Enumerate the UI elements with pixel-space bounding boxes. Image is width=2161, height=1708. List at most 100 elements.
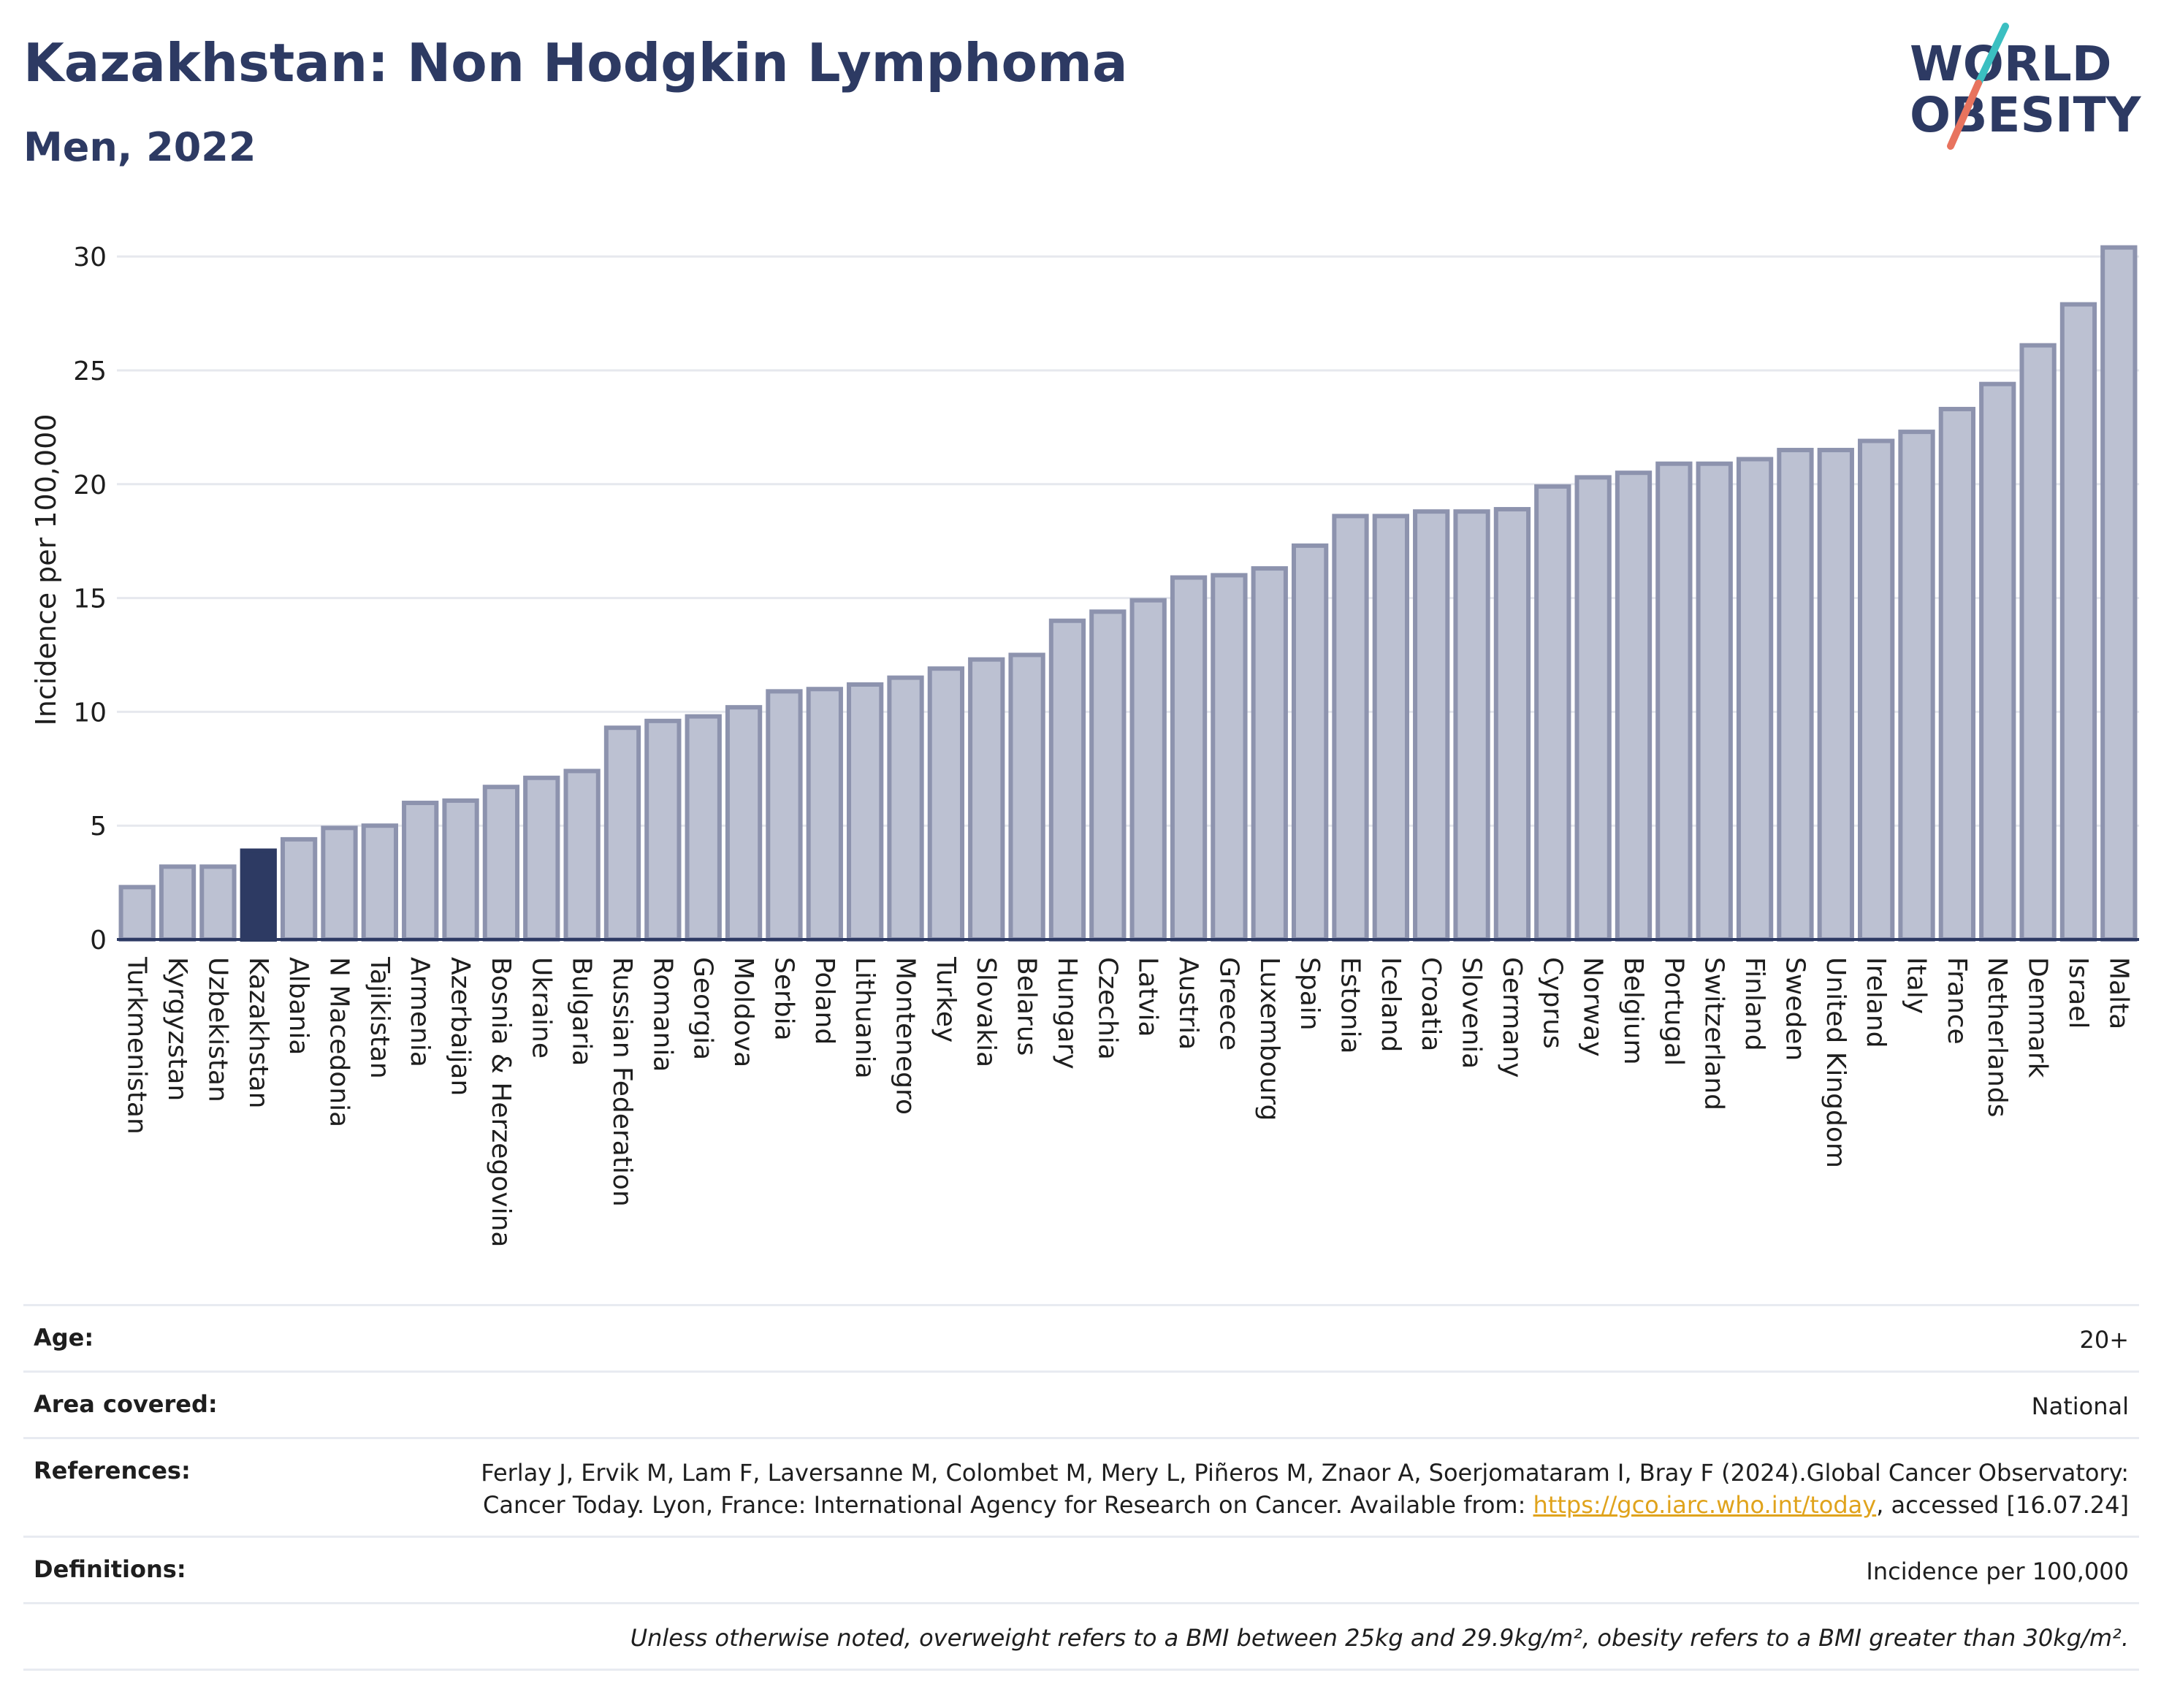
x-tick-label: Spain bbox=[1295, 957, 1325, 1031]
definitions-label: Definitions: bbox=[34, 1555, 186, 1583]
x-tick-label: Malta bbox=[2103, 957, 2133, 1029]
x-tick-label: Latvia bbox=[1133, 957, 1163, 1037]
x-tick-label: Norway bbox=[1578, 957, 1608, 1057]
x-tick-label: Kyrgyzstan bbox=[162, 957, 192, 1101]
x-tick-label: Moldova bbox=[728, 957, 758, 1067]
x-tick-label: Azerbaijan bbox=[446, 957, 476, 1096]
page-subtitle: Men, 2022 bbox=[23, 124, 256, 170]
x-tick-label: Turkmenistan bbox=[122, 956, 152, 1135]
info-row-references: References: Ferlay J, Ervik M, Lam F, La… bbox=[23, 1439, 2139, 1538]
references-value: Ferlay J, Ervik M, Lam F, Laversanne M, … bbox=[449, 1457, 2129, 1521]
info-row-definitions: Definitions: Incidence per 100,000 bbox=[23, 1538, 2139, 1604]
logo-text-world: WORLD bbox=[1910, 36, 2112, 92]
x-tick-label: Austria bbox=[1173, 957, 1203, 1050]
y-tick-label: 0 bbox=[90, 926, 107, 956]
y-tick-label: 15 bbox=[73, 584, 107, 614]
bar-bulgaria bbox=[563, 769, 601, 942]
x-tick-label: Luxembourg bbox=[1254, 957, 1284, 1121]
y-tick-label: 5 bbox=[90, 812, 107, 842]
bar-norway bbox=[1574, 475, 1612, 942]
bar-montenegro bbox=[887, 675, 924, 942]
bar-slovakia bbox=[968, 657, 1005, 942]
bar-denmark bbox=[2019, 343, 2057, 942]
bar-estonia bbox=[1332, 514, 1369, 942]
x-tick-label: Germany bbox=[1497, 957, 1527, 1078]
bar-germany bbox=[1493, 507, 1531, 942]
x-tick-label: Serbia bbox=[769, 957, 799, 1041]
x-tick-label: Iceland bbox=[1376, 957, 1406, 1052]
x-tick-label: Uzbekistan bbox=[202, 957, 232, 1102]
info-row-age: Age: 20+ bbox=[23, 1306, 2139, 1373]
references-label: References: bbox=[34, 1457, 191, 1484]
bar-kyrgyzstan bbox=[159, 864, 197, 942]
x-tick-label: Belgium bbox=[1618, 957, 1648, 1065]
bar-romania bbox=[644, 718, 682, 942]
area-label: Area covered: bbox=[34, 1390, 218, 1418]
x-tick-label: Denmark bbox=[2023, 957, 2053, 1078]
bar-albania bbox=[280, 836, 318, 942]
x-tick-label: Armenia bbox=[405, 957, 435, 1067]
page-title: Kazakhstan: Non Hodgkin Lymphoma bbox=[23, 32, 1128, 94]
bar-malta bbox=[2100, 245, 2138, 942]
x-tick-label: Finland bbox=[1739, 957, 1769, 1051]
x-tick-label: Georgia bbox=[688, 957, 718, 1060]
bar-azerbaijan bbox=[442, 798, 479, 942]
bar-belarus bbox=[1008, 652, 1045, 942]
x-tick-label: Slovakia bbox=[971, 957, 1001, 1067]
bar-israel bbox=[2059, 302, 2097, 942]
bar-chart: 0 5 10 15 20 25 30 Turkmenistan Kyrgyzstan Uzbek… bbox=[30, 243, 2139, 1247]
x-tick-label: Romania bbox=[647, 957, 677, 1072]
bar-bosnia-herzegovina bbox=[482, 785, 520, 942]
world-obesity-logo: WORLD OBESITY bbox=[1910, 23, 2142, 150]
bar-n-macedonia bbox=[321, 826, 358, 942]
y-tick-label: 30 bbox=[73, 243, 107, 272]
bar-moldova bbox=[725, 705, 763, 942]
info-row-note: Unless otherwise noted, overweight refer… bbox=[23, 1604, 2139, 1671]
bar-lithuania bbox=[847, 682, 884, 942]
bar-italy bbox=[1898, 430, 1935, 942]
bar-turkmenistan bbox=[118, 885, 156, 942]
x-tick-label: France bbox=[1942, 957, 1972, 1045]
bar-croatia bbox=[1413, 509, 1450, 942]
x-tick-labels: Turkmenistan Kyrgyzstan Uzbekistan Kazakhst… bbox=[122, 956, 2134, 1247]
age-label: Age: bbox=[34, 1324, 94, 1351]
x-tick-label: Russian Federation bbox=[607, 957, 637, 1207]
bar-ukraine bbox=[523, 775, 560, 942]
bars bbox=[118, 245, 2138, 942]
x-tick-label: Slovenia bbox=[1457, 957, 1487, 1069]
references-text-2: , accessed [16.07.24] bbox=[1876, 1491, 2129, 1519]
info-row-area: Area covered: National bbox=[23, 1373, 2139, 1439]
bar-iceland bbox=[1372, 514, 1409, 942]
logo-slash-coral bbox=[1947, 80, 1982, 150]
x-tick-label: Israel bbox=[2063, 957, 2093, 1029]
bar-georgia bbox=[685, 714, 722, 942]
y-axis-label: Incidence per 100,000 bbox=[30, 413, 62, 725]
x-tick-label: Albania bbox=[283, 957, 313, 1055]
x-tick-label: United Kingdom bbox=[1821, 957, 1851, 1168]
bar-hungary bbox=[1048, 618, 1086, 942]
bar-kazakhstan bbox=[240, 848, 277, 942]
bar-ireland bbox=[1858, 438, 1895, 942]
references-text-1: Ferlay J, Ervik M, Lam F, Laversanne M, … bbox=[481, 1459, 2129, 1519]
bar-cyprus bbox=[1534, 484, 1571, 942]
bmi-note: Unless otherwise noted, overweight refer… bbox=[630, 1624, 2129, 1652]
x-tick-label: Switzerland bbox=[1699, 957, 1729, 1110]
bar-austria bbox=[1170, 575, 1208, 942]
x-tick-label: Kazakhstan bbox=[243, 957, 273, 1108]
x-tick-label: Netherlands bbox=[1982, 957, 2012, 1117]
age-value: 20+ bbox=[2079, 1326, 2129, 1354]
area-value: National bbox=[2031, 1392, 2129, 1420]
bar-france bbox=[1938, 406, 1976, 942]
x-tick-label: Greece bbox=[1213, 957, 1243, 1051]
x-tick-label: Poland bbox=[809, 957, 839, 1045]
x-tick-label: Estonia bbox=[1335, 957, 1365, 1054]
x-tick-label: Ireland bbox=[1861, 957, 1891, 1048]
bar-united-kingdom bbox=[1817, 448, 1854, 942]
x-tick-label: Hungary bbox=[1052, 957, 1082, 1070]
y-tick-label: 25 bbox=[73, 357, 107, 386]
references-link[interactable]: https://gco.iarc.who.int/today bbox=[1533, 1491, 1877, 1519]
y-tick-label: 10 bbox=[73, 698, 107, 728]
x-tick-label: Turkey bbox=[931, 956, 961, 1042]
bar-portugal bbox=[1655, 461, 1693, 942]
x-tick-label: Lithuania bbox=[850, 957, 880, 1079]
